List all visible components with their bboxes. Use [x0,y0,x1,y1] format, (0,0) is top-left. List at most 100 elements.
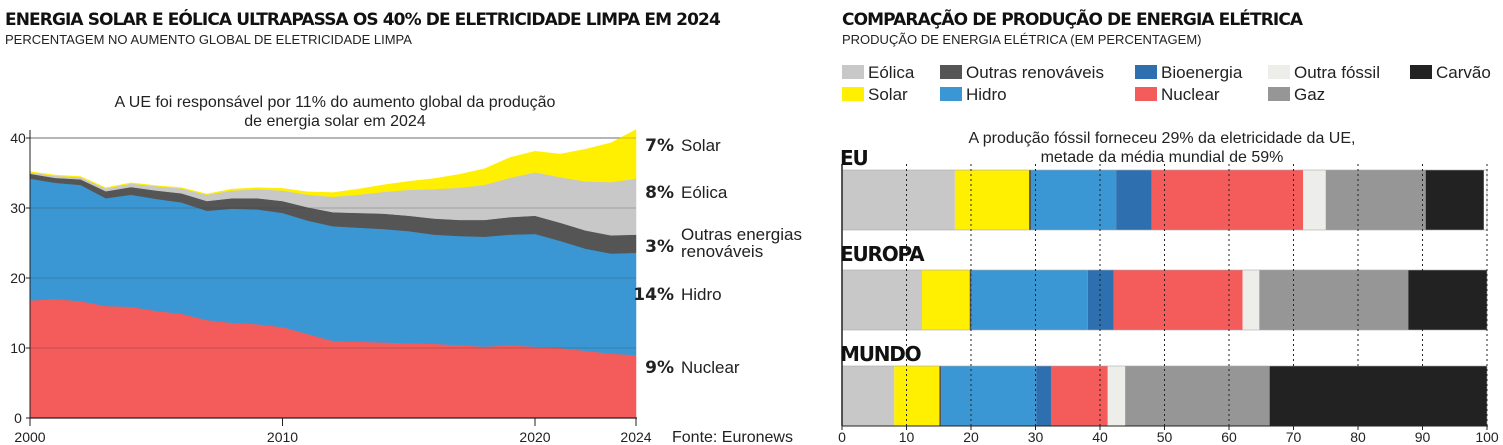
bar-x-tick-label: 20 [963,429,979,445]
legend-swatch-nuclear [1135,87,1157,101]
bar-legend: Eólica Outras renováveis Bioenergia Outra f… [842,63,1491,104]
legend-swatch-outra_fossil [1268,65,1290,79]
bar-annotation-line-2: metade da média mundial de 59% [1041,149,1284,166]
area-end-label-name: Outras energias [681,225,802,244]
legend-swatch-bioenergia [1135,65,1157,79]
bar-segment-outra_fossil [1242,270,1260,330]
legend-label-gaz: Gaz [1294,85,1325,104]
bar-segment-solar [894,366,940,426]
bar-segment-hidro [1030,170,1117,230]
bar-axes: 0 10 20 30 40 50 60 70 80 90 100 [838,164,1499,445]
bar-region-labels: EU EUROPA MUNDO [840,146,926,366]
bar-annotation-line-1: A produção fóssil forneceu 29% da eletri… [969,130,1356,147]
area-end-labels: 7% Solar 8% Eólica 3% Outras energiasrenováve… [633,136,802,378]
area-y-tick-label: 20 [10,270,26,286]
legend-label-solar: Solar [868,85,908,104]
area-end-label-pct: 9% [645,358,674,378]
legend-swatch-eolica [842,65,864,79]
area-y-tick-label: 0 [14,410,22,426]
bar-series [841,169,1488,427]
area-series [29,129,637,419]
area-annotation-line-1: A UE foi responsável por 11% do aumento … [115,94,556,111]
bar-segment-outras_renovaveis [939,366,942,426]
area-y-tick-label: 40 [10,130,26,146]
bar-segment-nuclear [1113,270,1243,330]
bar-x-tick-label: 80 [1350,429,1366,445]
legend-swatch-outras_renovaveis [940,65,962,79]
bar-segment-nuclear [1050,366,1108,426]
region-label: EU [840,146,868,170]
area-x-tick-label: 2000 [14,429,45,445]
area-axes: 0 10 20 30 40 2000 2010 2020 2024 [10,130,652,445]
bar-segment-carvao [1269,366,1487,426]
bar-x-tick-label: 10 [899,429,915,445]
bar-segment-hidro [971,270,1088,330]
legend-swatch-carvao [1410,65,1432,79]
bar-segment-bioenergia [1036,366,1051,426]
bar-x-tick-label: 60 [1221,429,1237,445]
area-end-label-name: Nuclear [681,358,740,377]
source-note: Fonte: Euronews [672,429,793,445]
legend-label-nuclear: Nuclear [1161,85,1220,104]
bar-x-tick-label: 90 [1415,429,1431,445]
area-end-label-pct: 14% [633,285,674,305]
area-end-label-pct: 8% [645,183,674,203]
area-series-solar [29,129,637,198]
area-end-label-pct: 7% [645,136,674,156]
bar-segment-outras_renovaveis [1029,170,1031,230]
bar-segment-gaz [1325,170,1426,230]
bar-x-tick-label: 0 [838,429,846,445]
bar-x-tick-label: 70 [1286,429,1302,445]
area-chart-subtitle: PERCENTAGEM NO AUMENTO GLOBAL DE ELETRIC… [5,32,412,47]
region-label: MUNDO [840,342,921,366]
area-y-tick-label: 30 [10,200,26,216]
bar-segment-solar [921,270,970,330]
bar-segment-nuclear [1151,170,1304,230]
bar-segment-eolica [842,170,955,230]
bar-gridlines [906,164,1488,424]
bar-segment-outra_fossil [1107,366,1126,426]
bar-segment-bioenergia [1116,170,1152,230]
area-annotation-line-2: de energia solar em 2024 [244,113,426,130]
area-y-tick-label: 10 [10,340,26,356]
bar-chart: COMPARAÇÃO DE PRODUÇÃO DE ENERGIA ELÉTRI… [838,7,1499,445]
bar-segment-carvao [1425,170,1484,230]
legend-swatch-solar [842,87,864,101]
bar-x-tick-label: 30 [1028,429,1044,445]
bar-segment-hidro [941,366,1037,426]
bar-segment-solar [954,170,1030,230]
bar-segment-eolica [842,270,922,330]
legend-label-outra_fossil: Outra fóssil [1294,63,1380,82]
area-chart: ENERGIA SOLAR E EÓLICA ULTRAPASSA OS 40%… [5,8,802,445]
legend-label-carvao: Carvão [1436,63,1491,82]
area-chart-title: ENERGIA SOLAR E EÓLICA ULTRAPASSA OS 40%… [5,8,721,30]
bar-segment-bioenergia [1087,270,1114,330]
bar-segment-gaz [1125,366,1270,426]
area-end-label-name: renováveis [681,242,763,261]
bar-x-tick-label: 100 [1475,429,1499,445]
legend-label-hidro: Hidro [966,85,1007,104]
area-end-label-name: Hidro [681,285,722,304]
region-label: EUROPA [840,242,925,266]
legend-swatch-hidro [940,87,962,101]
area-x-tick-label: 2024 [620,429,651,445]
bar-chart-subtitle: PRODUÇÃO DE ENERGIA ELÉTRICA (EM PERCENT… [842,32,1201,47]
legend-swatch-gaz [1268,87,1290,101]
area-x-tick-label: 2020 [519,429,550,445]
legend-label-outras_renovaveis: Outras renováveis [966,63,1104,82]
area-end-label-name: Solar [681,136,721,155]
legend-label-bioenergia: Bioenergia [1161,63,1243,82]
legend-label-eolica: Eólica [868,63,915,82]
bar-chart-title: COMPARAÇÃO DE PRODUÇÃO DE ENERGIA ELÉTRI… [842,7,1304,30]
bar-segment-carvao [1408,270,1487,330]
bar-segment-gaz [1259,270,1409,330]
area-end-label-name: Eólica [681,183,728,202]
bar-segment-outra_fossil [1303,170,1326,230]
bar-segment-eolica [842,366,895,426]
bar-x-tick-label: 50 [1157,429,1173,445]
area-end-label-pct: 3% [645,237,674,257]
area-x-tick-label: 2010 [267,429,298,445]
bar-x-tick-label: 40 [1092,429,1108,445]
